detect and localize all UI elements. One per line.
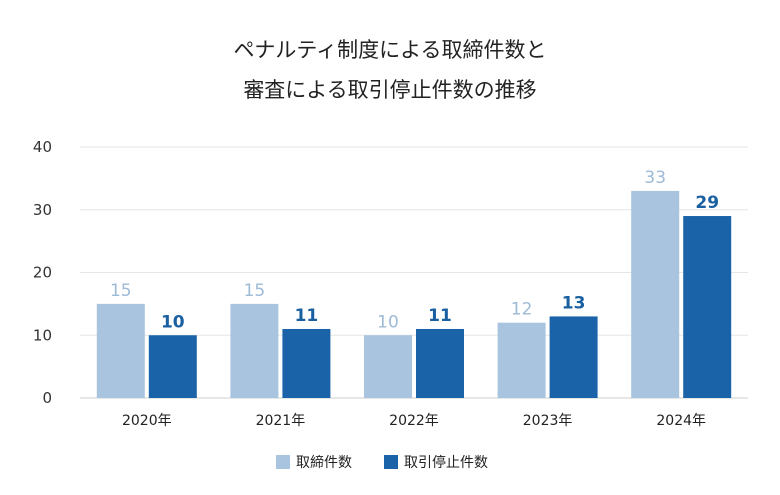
- chart-title-line-1: ペナルティ制度による取締件数と: [233, 38, 547, 62]
- chart-title: ペナルティ制度による取締件数と 審査による取引停止件数の推移: [0, 30, 780, 110]
- legend-swatch: [384, 455, 398, 469]
- legend-swatch: [276, 455, 290, 469]
- data-label: 33: [644, 168, 666, 188]
- y-tick-label: 30: [33, 201, 52, 219]
- data-label: 10: [377, 312, 399, 332]
- data-label: 11: [428, 306, 452, 326]
- data-label: 12: [511, 300, 533, 320]
- x-category-label: 2023年: [523, 413, 573, 429]
- data-labels: 15 10 15 11 10 11 12 13 33 29: [110, 168, 719, 332]
- data-label: 15: [244, 281, 266, 301]
- legend: 取締件数 取引停止件数: [276, 454, 488, 471]
- bar-series-2: [683, 216, 732, 398]
- bars: [96, 190, 732, 398]
- bar-series-1: [631, 190, 680, 398]
- data-label: 13: [562, 293, 586, 313]
- data-label: 10: [161, 312, 185, 332]
- bar-series-2: [282, 328, 331, 398]
- legend-label: 取締件数: [296, 454, 352, 471]
- bar-series-1: [497, 322, 546, 398]
- legend-label: 取引停止件数: [404, 454, 488, 471]
- bar-series-1: [364, 335, 412, 398]
- data-label: 15: [110, 281, 132, 301]
- bar-series-1: [96, 303, 145, 398]
- y-tick-label: 40: [33, 138, 52, 156]
- chart-title-line-2: 審査による取引停止件数の推移: [243, 78, 537, 102]
- y-tick-label: 10: [33, 326, 52, 344]
- bar-series-2: [549, 316, 598, 398]
- y-axis-ticks: 0 10 20 30 40: [33, 138, 52, 407]
- x-category-label: 2022年: [389, 413, 439, 429]
- bar-series-1: [230, 303, 279, 398]
- data-label: 29: [695, 193, 719, 213]
- bar-series-2: [148, 335, 197, 398]
- x-category-label: 2020年: [122, 413, 172, 429]
- x-category-label: 2024年: [656, 413, 706, 429]
- data-label: 11: [295, 306, 319, 326]
- bar-series-2: [416, 328, 464, 398]
- y-tick-label: 0: [42, 389, 52, 407]
- y-tick-label: 20: [33, 264, 52, 282]
- x-axis-categories: 2020年 2021年 2022年 2023年 2024年: [122, 413, 706, 429]
- x-category-label: 2021年: [256, 413, 306, 429]
